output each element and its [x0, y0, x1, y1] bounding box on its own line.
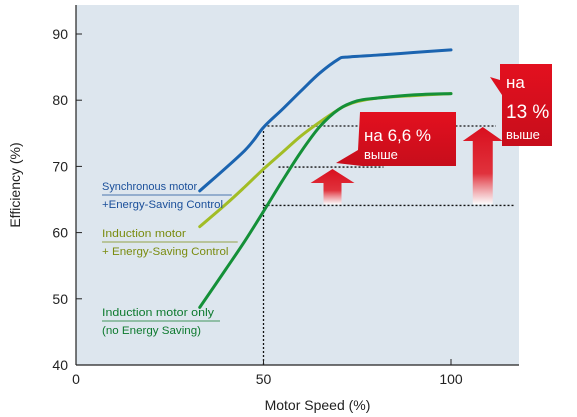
- series-label-line-1: Induction motor: [102, 228, 186, 240]
- series-label-line-1: Induction motor only: [102, 307, 215, 319]
- y-axis-title: Efficiency (%): [7, 142, 23, 227]
- axes: 40 50 60 70 80 90 0 50 100 Motor Speed (%) Efficie…: [7, 5, 519, 413]
- series-label-0: Synchronous motor +Energy-Saving Control: [102, 181, 232, 211]
- x-axis-title: Motor Speed (%): [265, 397, 371, 413]
- x-tick-label-1: 50: [256, 371, 272, 387]
- plot-background: [76, 5, 519, 365]
- series-lines: [198, 48, 453, 309]
- y-tick-label-1: 50: [52, 291, 68, 307]
- callout-large-value: 13 %: [506, 102, 549, 123]
- series-line-0: [198, 48, 453, 193]
- x-tick-label-0: 0: [72, 371, 80, 387]
- callout-box-large: [490, 64, 552, 146]
- annotations: на 6,6 % выше на 13 % выше: [310, 64, 552, 205]
- callout-small-value: на 6,6 %: [364, 126, 431, 145]
- callout-large-prefix: на: [506, 73, 525, 92]
- series-labels: Synchronous motor +Energy-Saving Control I…: [102, 181, 238, 337]
- series-label-2: Induction motor only (no Energy Saving): [102, 307, 220, 337]
- series-line-2: [198, 92, 453, 309]
- callout-large-suffix: выше: [506, 127, 540, 142]
- y-tick-label-3: 70: [52, 158, 68, 174]
- y-tick-label-5: 90: [52, 26, 68, 42]
- series-label-line-2: +Energy-Saving Control: [102, 199, 223, 211]
- gain-arrow-small: [310, 169, 355, 205]
- series-label-1: Induction motor + Energy-Saving Control: [102, 228, 238, 258]
- x-tick-label-2: 100: [439, 371, 463, 387]
- y-tick-label-4: 80: [52, 92, 68, 108]
- series-label-line-2: (no Energy Saving): [102, 325, 201, 337]
- callout-box-small: [336, 112, 456, 166]
- y-tick-label-2: 60: [52, 225, 68, 241]
- series-label-line-2: + Energy-Saving Control: [102, 246, 229, 258]
- callout-small-suffix: выше: [364, 147, 398, 162]
- gain-arrow-large: [462, 127, 503, 205]
- series-label-line-1: Synchronous motor: [102, 181, 198, 193]
- y-tick-label-0: 40: [52, 357, 68, 373]
